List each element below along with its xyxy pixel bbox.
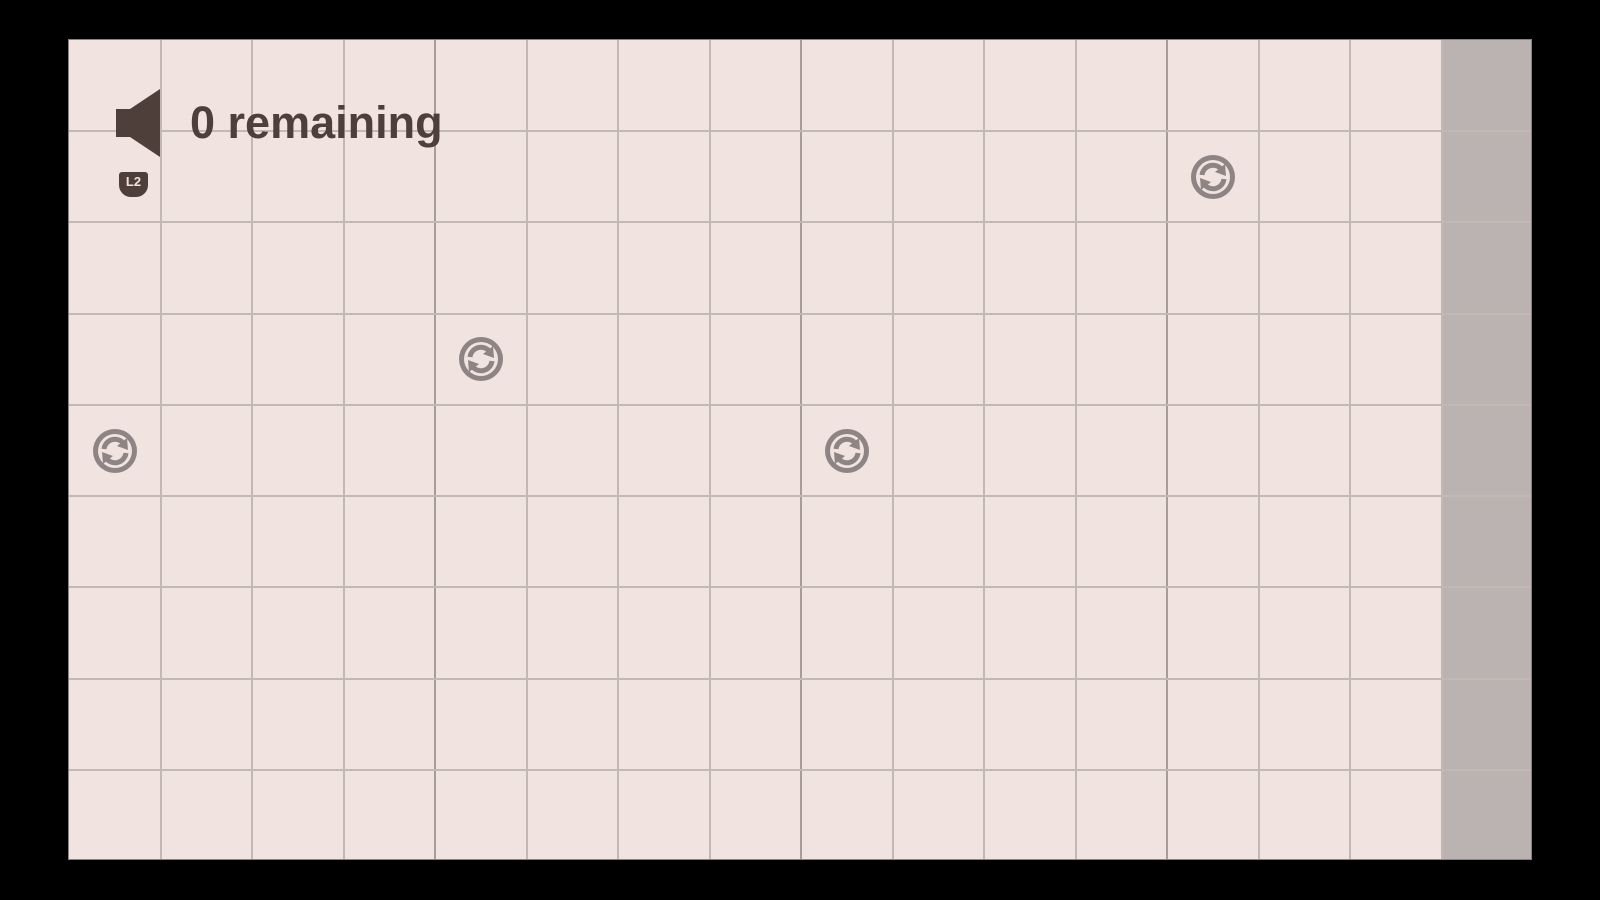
grid-line-horizontal bbox=[69, 768, 1531, 771]
grid-line-vertical bbox=[708, 40, 711, 859]
grid-line-horizontal bbox=[69, 130, 1531, 133]
grid-line-vertical bbox=[525, 40, 528, 859]
grid-line-vertical bbox=[342, 40, 345, 859]
grid-line-horizontal bbox=[69, 677, 1531, 680]
grid-line-horizontal bbox=[69, 403, 1531, 406]
grid-line-vertical bbox=[1166, 40, 1168, 859]
rotate-icon[interactable] bbox=[92, 428, 138, 474]
rotate-icon[interactable] bbox=[1190, 154, 1236, 200]
speaker-icon[interactable] bbox=[116, 89, 164, 157]
grid-line-vertical bbox=[251, 40, 253, 859]
grid-line-horizontal bbox=[69, 221, 1531, 224]
grid-line-horizontal bbox=[69, 312, 1531, 315]
grid-line-vertical bbox=[1074, 40, 1077, 859]
grid-line-vertical bbox=[983, 40, 985, 859]
grid-line-vertical bbox=[1349, 40, 1351, 859]
grid-line-vertical bbox=[617, 40, 619, 859]
game-board[interactable] bbox=[68, 39, 1532, 860]
grid-line-vertical bbox=[891, 40, 894, 859]
grid-line-horizontal bbox=[69, 586, 1531, 589]
level-badge: L2 bbox=[119, 172, 148, 197]
remaining-counter: 0 remaining bbox=[190, 97, 443, 148]
grid-line-vertical bbox=[434, 40, 436, 859]
grid-line-horizontal bbox=[69, 495, 1531, 498]
grid-line-vertical bbox=[1440, 40, 1443, 859]
grid-line-vertical bbox=[1257, 40, 1260, 859]
rotate-icon[interactable] bbox=[824, 428, 870, 474]
grid-line-vertical bbox=[159, 40, 162, 859]
rotate-icon[interactable] bbox=[458, 336, 504, 382]
shaded-column bbox=[1441, 40, 1531, 859]
grid-line-vertical bbox=[800, 40, 802, 859]
